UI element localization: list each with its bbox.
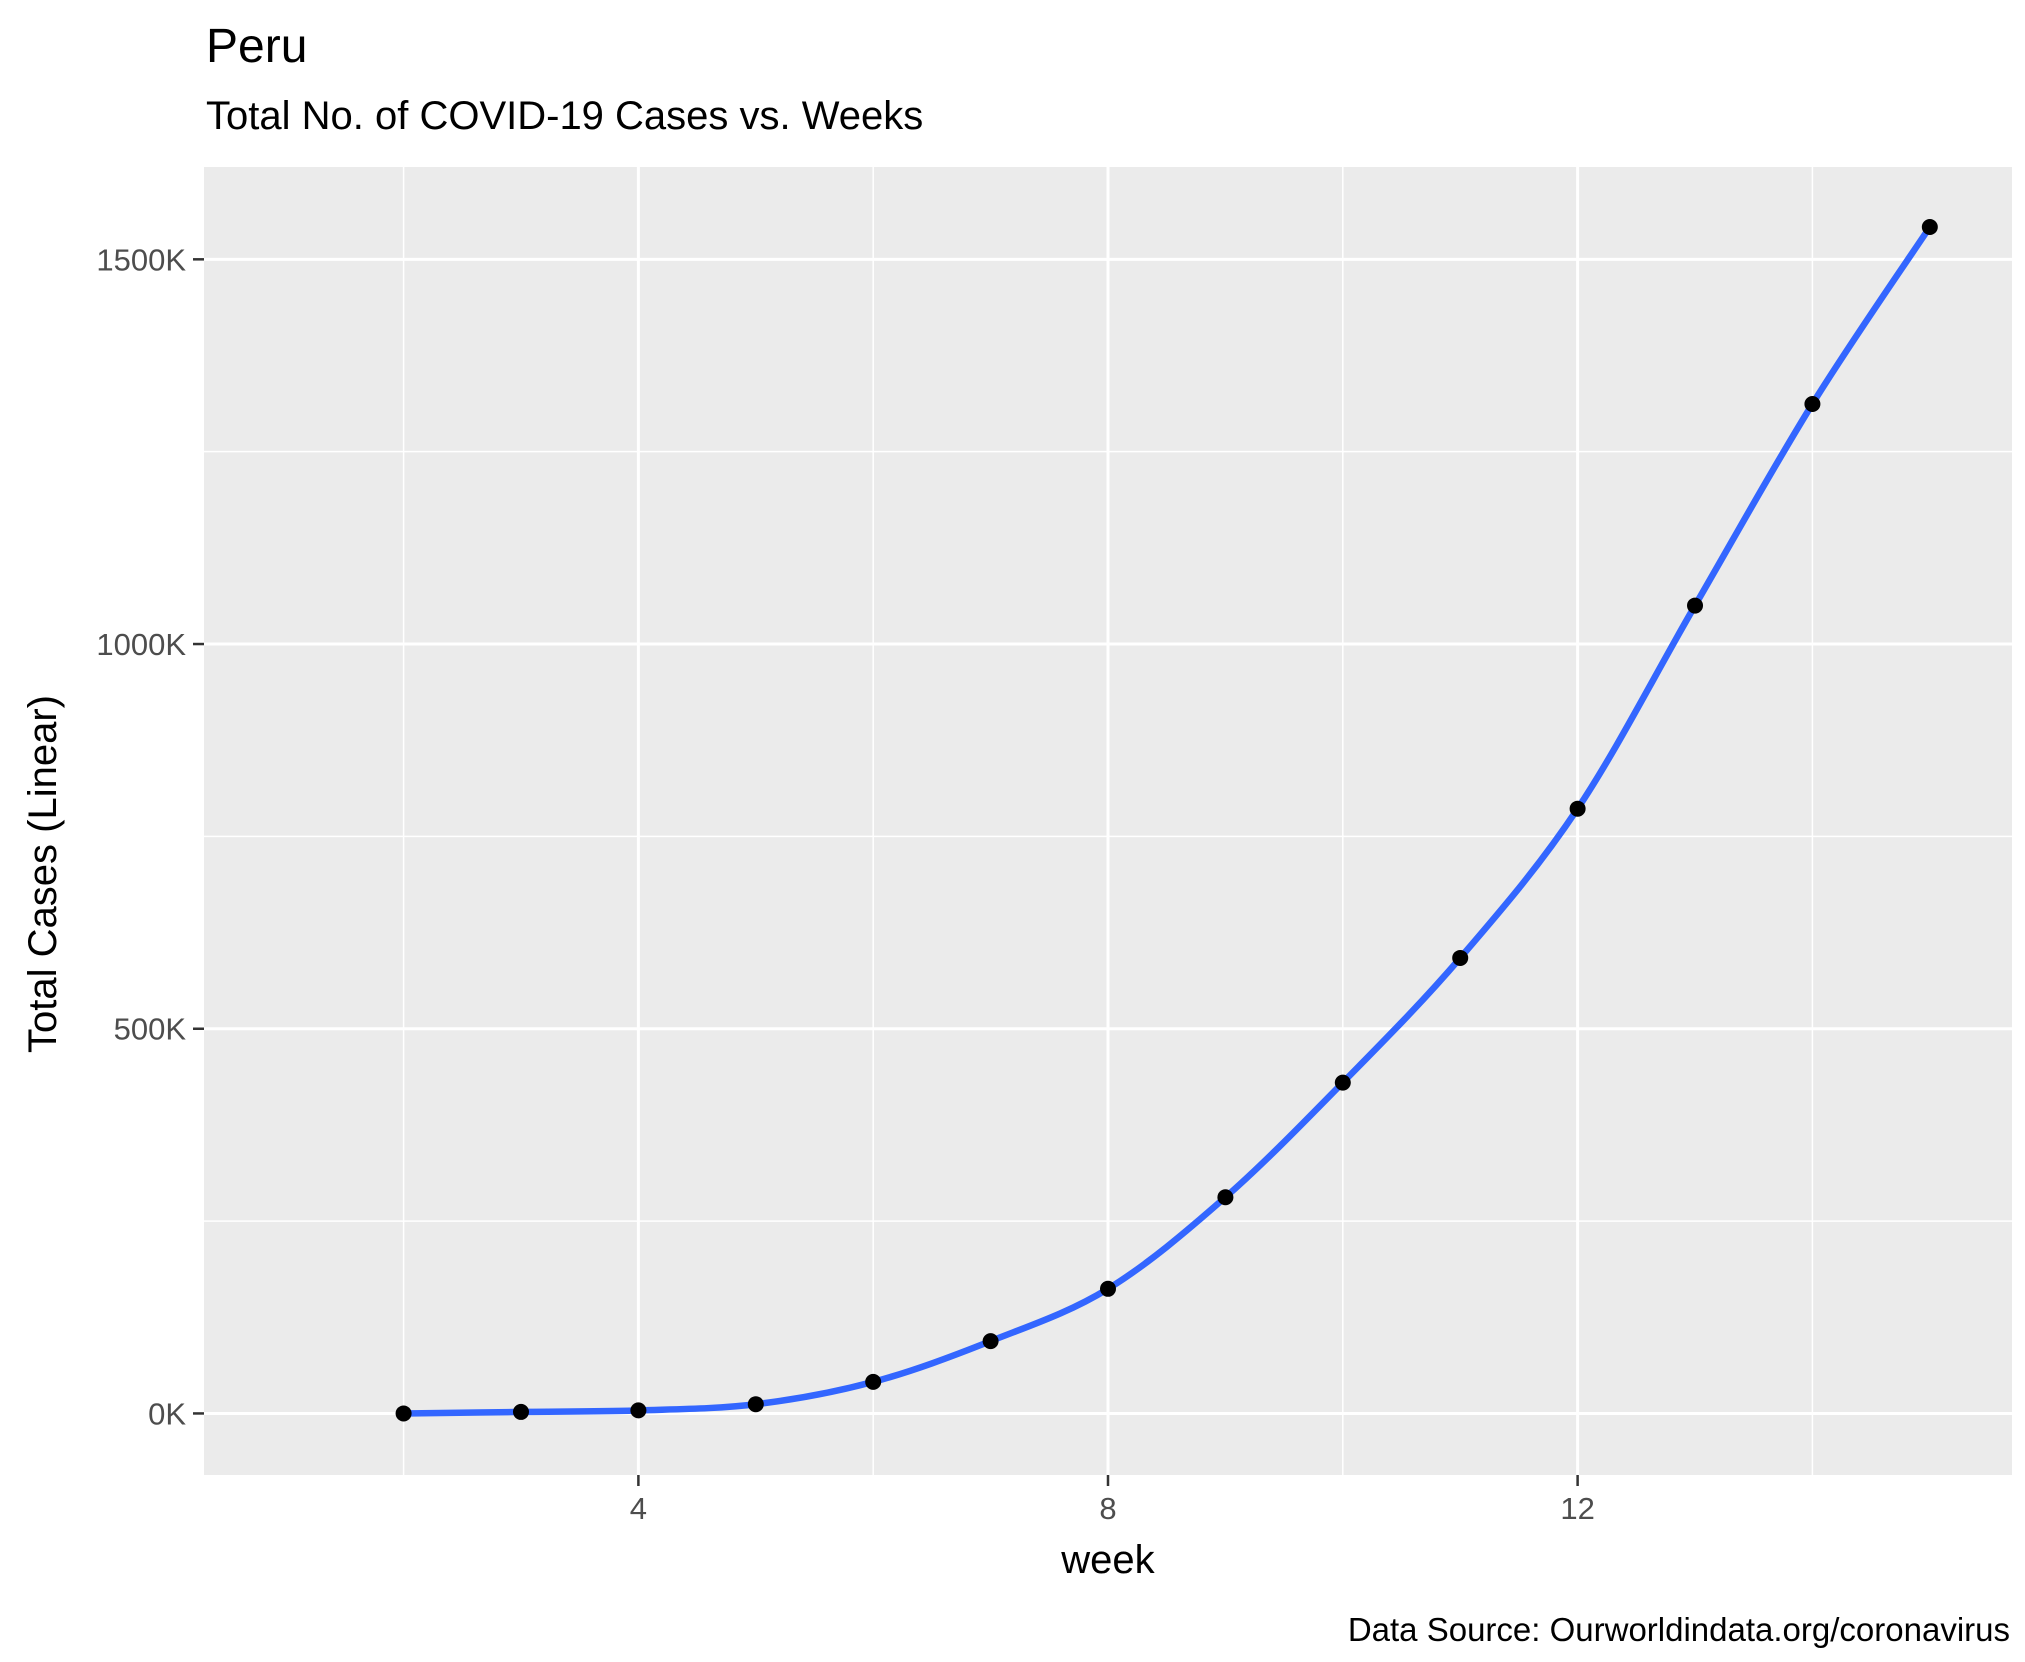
x-axis-title: week — [1060, 1538, 1155, 1582]
data-point — [982, 1333, 999, 1350]
data-point — [1452, 949, 1469, 966]
chart-title: Peru — [206, 20, 307, 73]
data-point — [1804, 395, 1821, 412]
x-axis: 4 8 12 — [630, 1475, 1595, 1526]
data-point — [865, 1373, 882, 1390]
data-point — [1687, 597, 1704, 614]
y-axis: 0K 500K 1000K 1500K — [96, 242, 204, 1431]
data-point — [630, 1402, 647, 1419]
y-tick-label: 1500K — [96, 242, 186, 277]
x-tick-label: 12 — [1560, 1491, 1594, 1526]
data-point — [395, 1405, 412, 1422]
data-point — [1921, 219, 1938, 236]
trend-line — [400, 223, 1934, 1417]
data-point — [1217, 1189, 1234, 1206]
data-points — [395, 219, 1938, 1422]
y-tick-label: 500K — [114, 1012, 187, 1047]
x-tick-label: 8 — [1099, 1491, 1116, 1526]
data-point — [1100, 1280, 1116, 1297]
y-tick-label: 0K — [148, 1396, 186, 1431]
chart-subtitle: Total No. of COVID-19 Cases vs. Weeks — [206, 94, 923, 138]
data-source-caption: Data Source: Ourworldindata.org/coronavi… — [1348, 1611, 2010, 1648]
data-point — [512, 1403, 529, 1420]
y-axis-title: Total Cases (Linear) — [21, 695, 65, 1053]
y-tick-label: 1000K — [96, 627, 186, 662]
data-point — [1334, 1074, 1351, 1091]
x-tick-label: 4 — [630, 1491, 647, 1526]
data-point — [747, 1396, 764, 1413]
data-point — [1569, 800, 1586, 817]
